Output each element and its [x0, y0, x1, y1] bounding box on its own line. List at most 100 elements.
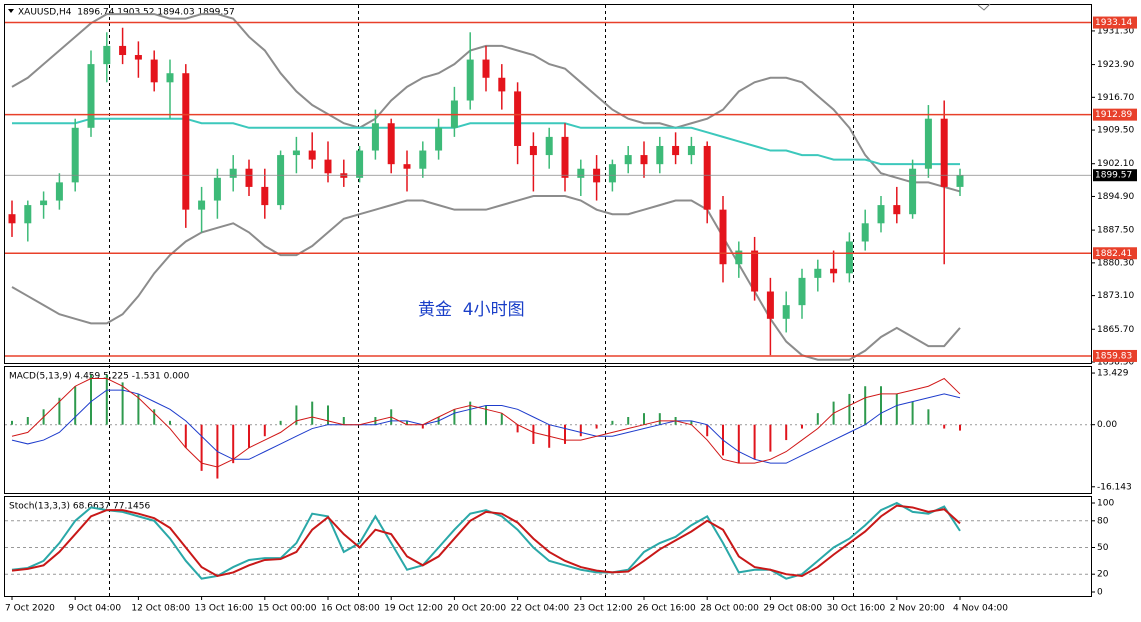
- y-tick-label: 100: [1097, 499, 1114, 509]
- chart-title: XAUUSD,H4 1896.74 1903.52 1894.03 1899.5…: [18, 8, 235, 18]
- price-level-box: [1093, 108, 1137, 121]
- candle-body: [87, 64, 95, 128]
- x-tick-label: 30 Oct 16:00: [827, 604, 886, 614]
- price-level-label: 1933.14: [1095, 18, 1132, 28]
- stoch-label: Stoch(13,3,3) 68.6637 77.1456: [9, 502, 150, 512]
- y-tick-label: 0: [1097, 588, 1103, 598]
- y-tick-label: 1880.30: [1097, 258, 1134, 268]
- candle-body: [909, 168, 917, 215]
- candle-body: [71, 127, 79, 183]
- candle-body: [624, 155, 632, 165]
- y-tick-label: 1873.10: [1097, 291, 1134, 301]
- candle-body: [687, 145, 695, 156]
- candle-body: [103, 45, 111, 65]
- candle-body: [814, 268, 822, 278]
- y-tick-label: 0.00: [1097, 420, 1117, 430]
- candle-body: [324, 159, 332, 174]
- macd-label: MACD(5,13,9) 4.459 5.225 -1.531 0.000: [9, 372, 190, 382]
- candle-body: [956, 175, 964, 187]
- x-tick-label: 16 Oct 08:00: [321, 604, 380, 614]
- y-tick-label: 50: [1097, 543, 1109, 553]
- candle-body: [577, 168, 585, 178]
- candle-body: [403, 164, 411, 169]
- candle-body: [845, 241, 853, 274]
- y-tick-label: 80: [1097, 516, 1109, 526]
- candle-body: [245, 168, 253, 187]
- x-tick-label: 22 Oct 04:00: [511, 604, 570, 614]
- x-tick-label: 4 Nov 04:00: [953, 604, 1008, 614]
- y-tick-label: 1902.10: [1097, 159, 1134, 169]
- y-tick-label: 1909.50: [1097, 126, 1134, 136]
- y-tick-label: 1865.70: [1097, 325, 1134, 335]
- indicator-line: [11, 377, 961, 468]
- price-level-box: [1093, 16, 1137, 29]
- x-tick-label: 9 Oct 04:00: [68, 604, 121, 614]
- candle-body: [40, 200, 48, 206]
- candle-body: [229, 168, 237, 178]
- x-tick-label: 23 Oct 12:00: [574, 604, 633, 614]
- y-tick-label: -16.143: [1097, 482, 1132, 492]
- candle-body: [198, 200, 206, 210]
- y-tick-label: 1887.50: [1097, 226, 1134, 236]
- last-price-box: [1093, 169, 1137, 182]
- candle-body: [498, 77, 506, 92]
- last-price-label: 1899.57: [1095, 171, 1132, 181]
- candle-body: [387, 123, 395, 165]
- indicator-line: [11, 195, 961, 361]
- stoch-panel: [4, 496, 1092, 597]
- candle-body: [119, 45, 127, 56]
- candle-body: [55, 182, 63, 201]
- x-tick-label: 19 Oct 12:00: [384, 604, 443, 614]
- candle-body: [166, 73, 174, 83]
- candle-body: [482, 59, 490, 78]
- indicator-line: [11, 389, 961, 464]
- macd-panel: [4, 366, 1092, 494]
- candle-body: [924, 118, 932, 169]
- y-tick-label: 1894.90: [1097, 192, 1134, 202]
- price-panel: [4, 4, 1092, 364]
- price-level-label: 1882.41: [1095, 249, 1132, 259]
- candle-body: [608, 164, 616, 183]
- candle-body: [134, 55, 142, 60]
- annotation: 黄金 4小时图: [418, 300, 525, 320]
- x-tick-label: 2 Nov 20:00: [890, 604, 945, 614]
- y-tick-label: 1931.30: [1097, 26, 1134, 36]
- y-tick-label: 1858.50: [1097, 358, 1134, 368]
- menu-arrow[interactable]: [8, 9, 14, 13]
- candle-body: [514, 91, 522, 146]
- candle-body: [656, 145, 664, 165]
- candle-body: [292, 150, 300, 156]
- x-tick-label: 12 Oct 08:00: [131, 604, 190, 614]
- price-level-box: [1093, 349, 1137, 362]
- candle-body: [861, 223, 869, 242]
- price-level-box: [1093, 247, 1137, 260]
- candle-body: [561, 136, 569, 178]
- candle-body: [830, 268, 838, 274]
- candle-body: [261, 186, 269, 206]
- candle-body: [182, 73, 190, 210]
- price-level-label: 1912.89: [1095, 110, 1132, 120]
- candle-body: [356, 150, 364, 178]
- x-tick-label: 26 Oct 16:00: [637, 604, 696, 614]
- candle-body: [940, 118, 948, 187]
- candle-body: [703, 145, 711, 210]
- candle-body: [782, 305, 790, 319]
- y-tick-label: 1923.90: [1097, 60, 1134, 70]
- candle-body: [735, 250, 743, 265]
- x-tick-label: 20 Oct 20:00: [447, 604, 506, 614]
- y-tick-label: 13.429: [1097, 369, 1129, 379]
- candle-body: [435, 127, 443, 151]
- candle-body: [545, 136, 553, 156]
- candle-body: [277, 155, 285, 206]
- x-tick-label: 7 Oct 2020: [5, 604, 55, 614]
- candle-body: [150, 59, 158, 83]
- candle-body: [766, 291, 774, 319]
- x-tick-label: 15 Oct 00:00: [258, 604, 317, 614]
- x-tick-label: 13 Oct 16:00: [195, 604, 254, 614]
- price-level-label: 1859.83: [1095, 351, 1132, 361]
- indicator-line: [11, 504, 961, 578]
- candle-body: [466, 59, 474, 101]
- candle-body: [798, 277, 806, 306]
- candle-body: [672, 145, 680, 156]
